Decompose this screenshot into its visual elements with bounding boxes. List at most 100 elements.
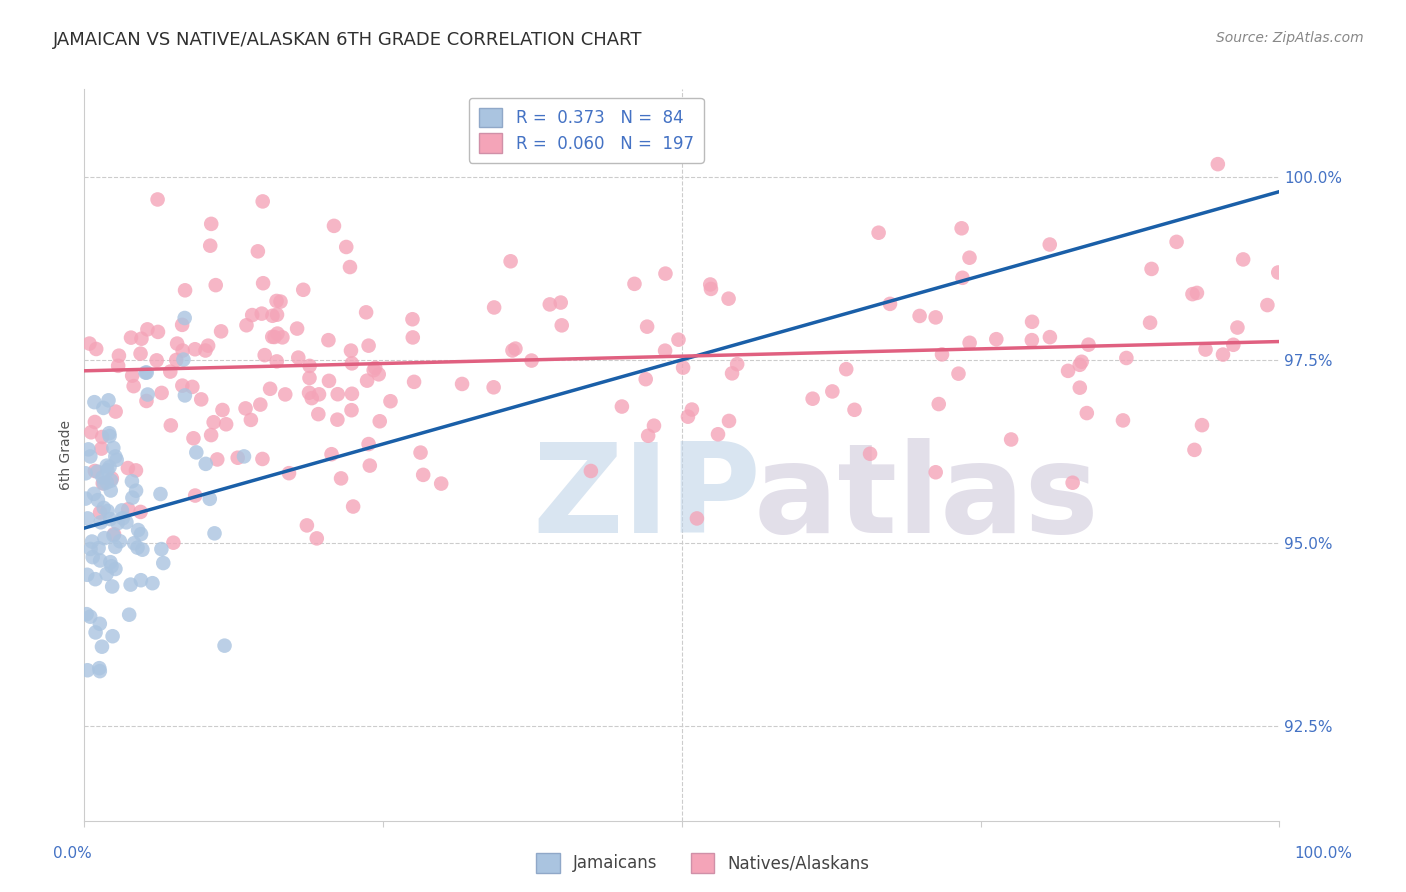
Point — [1191, 418, 1213, 433]
Point — [342, 500, 364, 514]
Point — [183, 431, 205, 445]
Point — [801, 392, 824, 406]
Point — [1000, 433, 1022, 447]
Point — [93, 401, 115, 415]
Point — [181, 380, 204, 394]
Point — [986, 332, 1008, 346]
Point — [91, 476, 114, 491]
Point — [550, 295, 572, 310]
Point — [1206, 157, 1229, 171]
Point — [367, 368, 389, 382]
Point — [676, 409, 699, 424]
Point — [1140, 261, 1163, 276]
Point — [214, 639, 236, 653]
Point — [259, 382, 281, 396]
Point — [339, 260, 361, 274]
Point — [330, 471, 353, 485]
Point — [135, 366, 157, 380]
Point — [335, 240, 357, 254]
Point — [93, 476, 115, 491]
Point — [266, 354, 288, 368]
Point — [368, 414, 391, 428]
Point — [97, 393, 120, 408]
Legend: Jamaicans, Natives/Alaskans: Jamaicans, Natives/Alaskans — [530, 847, 876, 880]
Point — [262, 309, 284, 323]
Point — [326, 387, 349, 401]
Point — [150, 542, 173, 557]
Point — [246, 244, 269, 259]
Point — [952, 270, 974, 285]
Point — [83, 395, 105, 409]
Point — [76, 511, 98, 525]
Point — [233, 450, 256, 464]
Point — [1069, 358, 1091, 372]
Point — [98, 429, 121, 443]
Point — [340, 356, 363, 370]
Point — [359, 458, 381, 473]
Point — [184, 489, 207, 503]
Point — [668, 333, 690, 347]
Point — [879, 297, 901, 311]
Point — [835, 362, 858, 376]
Point — [868, 226, 890, 240]
Point — [184, 343, 207, 357]
Point — [101, 579, 124, 593]
Point — [80, 534, 103, 549]
Point — [83, 464, 105, 478]
Point — [84, 342, 107, 356]
Point — [105, 452, 128, 467]
Point — [226, 450, 249, 465]
Point — [162, 535, 184, 549]
Point — [301, 391, 323, 405]
Point — [287, 351, 309, 365]
Point — [271, 330, 294, 344]
Point — [1115, 351, 1137, 365]
Point — [357, 437, 380, 451]
Point — [146, 325, 169, 339]
Point — [551, 318, 574, 333]
Point — [152, 556, 174, 570]
Point — [135, 366, 157, 380]
Point — [725, 357, 748, 371]
Point — [96, 463, 118, 477]
Point — [505, 342, 527, 356]
Legend: R =  0.373   N =  84, R =  0.060   N =  197: R = 0.373 N = 84, R = 0.060 N = 197 — [470, 97, 703, 162]
Point — [292, 283, 315, 297]
Point — [121, 491, 143, 505]
Point — [75, 467, 97, 481]
Point — [924, 310, 946, 325]
Point — [149, 487, 172, 501]
Point — [298, 371, 321, 385]
Point — [634, 372, 657, 386]
Point — [1077, 337, 1099, 351]
Point — [1166, 235, 1188, 249]
Point — [235, 318, 257, 333]
Point — [83, 415, 105, 429]
Point — [117, 461, 139, 475]
Point — [103, 441, 125, 455]
Point — [250, 307, 273, 321]
Point — [93, 500, 115, 515]
Point — [318, 333, 340, 347]
Point — [104, 404, 127, 418]
Point — [1194, 343, 1216, 357]
Point — [262, 330, 284, 344]
Point — [79, 336, 101, 351]
Point — [717, 292, 740, 306]
Point — [240, 308, 263, 322]
Point — [200, 428, 222, 442]
Point — [404, 375, 426, 389]
Point — [623, 277, 645, 291]
Point — [643, 418, 665, 433]
Point — [252, 277, 274, 291]
Point — [121, 475, 143, 489]
Point — [699, 277, 721, 292]
Point — [136, 322, 159, 336]
Y-axis label: 6th Grade: 6th Grade — [59, 420, 73, 490]
Point — [340, 386, 363, 401]
Point — [363, 363, 385, 377]
Point — [98, 426, 121, 441]
Point — [172, 352, 194, 367]
Point — [308, 387, 330, 401]
Point — [174, 388, 197, 402]
